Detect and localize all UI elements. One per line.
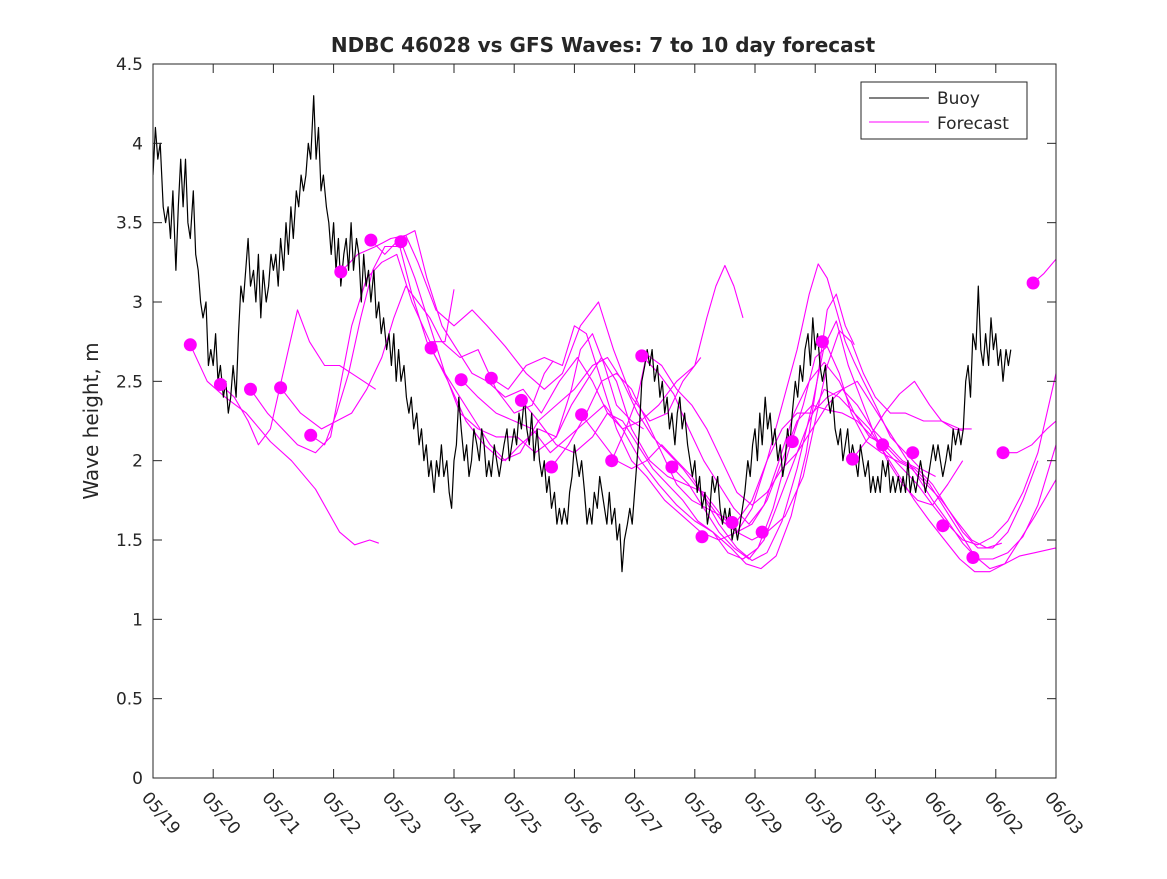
forecast-series-line: [611, 353, 1056, 560]
legend: Buoy Forecast: [860, 81, 1028, 140]
forecast-marker: [424, 341, 438, 355]
forecast-series-line: [460, 293, 855, 570]
y-tick-label: 1.5: [116, 531, 143, 551]
forecast-marker: [695, 530, 709, 544]
forecast-series-line: [520, 345, 1002, 560]
forecast-series-line: [250, 253, 455, 454]
forecast-marker: [1026, 276, 1040, 290]
legend-forecast-label: Forecast: [937, 114, 1009, 134]
forecast-marker: [846, 452, 859, 466]
x-tick-label: 05/21: [258, 788, 305, 838]
legend-box: [860, 81, 1028, 140]
forecast-series-line: [400, 241, 972, 541]
forecast-marker: [213, 378, 227, 391]
forecast-marker: [605, 454, 619, 468]
x-tick-label: 05/23: [378, 788, 425, 838]
x-tick-label: 06/02: [980, 788, 1027, 838]
y-tick-label: 1: [132, 610, 143, 630]
forecast-marker: [966, 551, 980, 564]
y-tick-label: 0.5: [116, 690, 143, 710]
forecast-marker: [635, 349, 649, 363]
forecast-marker: [334, 265, 348, 279]
forecast-series-line: [671, 388, 1056, 573]
forecast-marker: [575, 408, 589, 422]
axes-ticks: 0 0.5 1 1.5 2 2.5 3 3.5 4 4.5 05/19 05/20 05/21 05/22…: [116, 55, 1087, 839]
x-tick-label: 05/25: [498, 788, 545, 838]
forecast-marker: [785, 435, 799, 449]
x-tick-label: 05/30: [799, 788, 846, 838]
x-tick-label: 05/24: [438, 788, 485, 838]
x-tick-label: 05/27: [619, 788, 666, 838]
forecast-marker: [454, 373, 468, 387]
forecast-marker: [755, 525, 769, 539]
forecast-series-line: [852, 380, 963, 460]
forecast-marker: [274, 381, 288, 395]
forecast-series-line: [490, 263, 936, 541]
plot-area: [153, 95, 1056, 573]
y-tick-label: 3: [132, 293, 143, 313]
x-tick-label: 05/29: [739, 788, 786, 838]
forecast-series-line: [189, 344, 379, 546]
forecast-marker: [364, 233, 378, 247]
forecast-marker: [876, 438, 890, 452]
forecast-series-line: [310, 245, 644, 454]
chart-title: NDBC 46028 vs GFS Waves: 7 to 10 day for…: [331, 33, 876, 57]
y-tick-label: 4.5: [116, 55, 143, 75]
forecast-marker: [936, 519, 950, 533]
x-tick-label: 05/31: [860, 788, 907, 838]
y-tick-label: 4: [132, 134, 143, 154]
forecast-marker: [996, 446, 1010, 460]
forecast-series-line: [641, 355, 1056, 570]
forecast-series-line: [370, 230, 744, 430]
forecast-series-line: [280, 285, 554, 430]
y-tick-label: 2: [132, 452, 143, 472]
forecast-marker: [725, 516, 739, 529]
forecast-series-line: [340, 234, 702, 422]
forecast-marker: [545, 460, 558, 474]
y-tick-label: 0: [132, 769, 143, 789]
forecast-marker: [815, 335, 829, 349]
forecast-series-line: [581, 373, 1056, 546]
forecast-marker: [665, 460, 679, 474]
y-tick-label: 3.5: [116, 214, 143, 234]
forecast-marker: [244, 382, 257, 396]
forecast-marker: [183, 338, 197, 352]
forecast-marker: [484, 371, 498, 385]
plot-frame: [152, 63, 1057, 779]
x-tick-label: 05/19: [137, 788, 184, 838]
x-tick-label: 06/03: [1040, 788, 1087, 838]
buoy-series-line: [153, 95, 1012, 573]
forecast-series-line: [1003, 420, 1056, 454]
forecast-marker: [304, 428, 318, 442]
y-axis-label: Wave height, m: [79, 342, 103, 499]
x-tick-label: 05/26: [559, 788, 606, 838]
x-tick-label: 05/28: [679, 788, 726, 838]
x-tick-label: 05/22: [318, 788, 365, 838]
forecast-marker: [394, 235, 408, 249]
forecast-marker: [906, 446, 920, 460]
legend-buoy-label: Buoy: [937, 89, 980, 109]
forecast-series-line: [220, 309, 377, 446]
x-tick-label: 05/20: [197, 788, 244, 838]
y-tick-label: 2.5: [116, 372, 143, 392]
forecast-marker: [514, 393, 528, 407]
x-tick-label: 06/01: [920, 788, 967, 838]
